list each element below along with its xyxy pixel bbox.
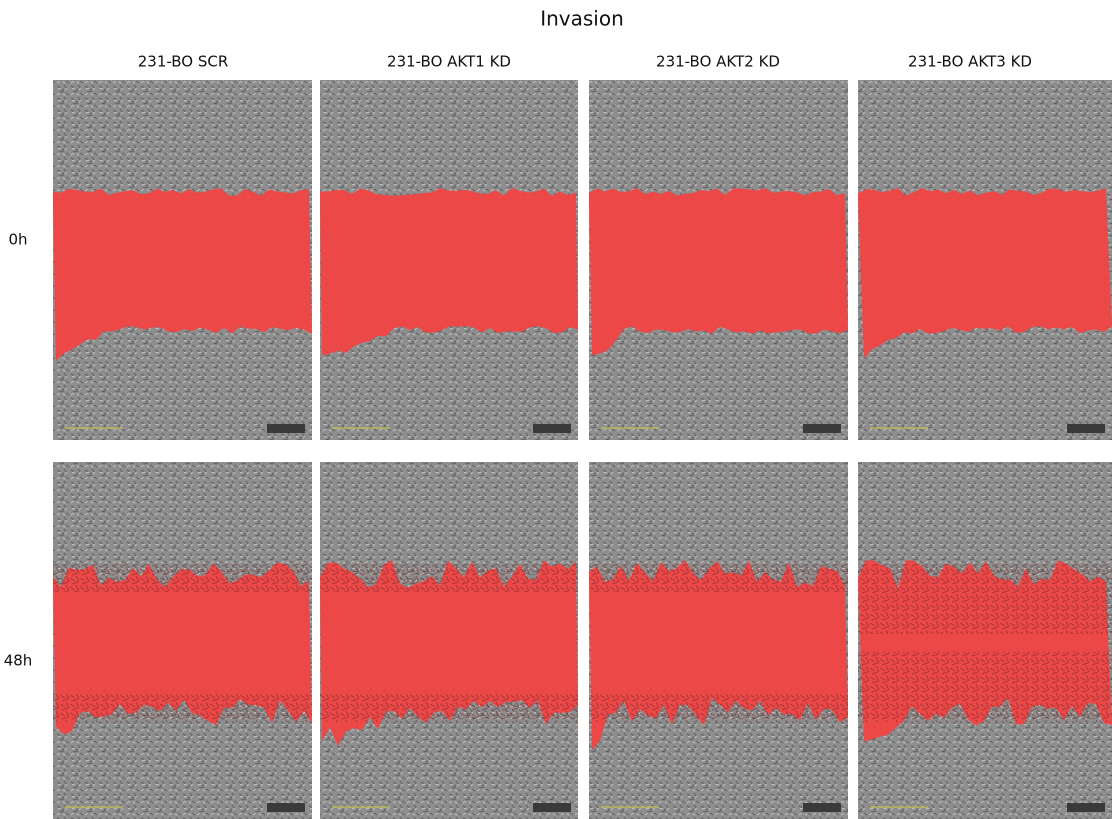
timestamp-box bbox=[267, 803, 305, 812]
cell-front bbox=[589, 564, 848, 592]
row-label: 0h bbox=[8, 231, 27, 249]
timestamp-box bbox=[267, 424, 305, 433]
cell-front bbox=[589, 694, 848, 722]
column-label: 231-BO AKT3 KD bbox=[908, 53, 1032, 71]
cell-front bbox=[320, 694, 578, 722]
cell-front bbox=[320, 564, 578, 592]
timestamp-box bbox=[1067, 803, 1105, 812]
timestamp-box bbox=[803, 803, 841, 812]
column-label: 231-BO AKT2 KD bbox=[656, 53, 780, 71]
panel-grid bbox=[53, 80, 1112, 819]
column-label: 231-BO SCR bbox=[138, 53, 229, 71]
timestamp-box bbox=[1067, 424, 1105, 433]
cell-front bbox=[858, 564, 1112, 634]
figure-title: Invasion bbox=[540, 7, 624, 31]
row-label: 48h bbox=[4, 652, 33, 670]
cell-front bbox=[858, 652, 1112, 722]
figure: Invasion 231-BO SCR 231-BO AKT1 KD 231-B… bbox=[0, 0, 1112, 819]
timestamp-box bbox=[533, 803, 571, 812]
column-label: 231-BO AKT1 KD bbox=[387, 53, 511, 71]
timestamp-box bbox=[803, 424, 841, 433]
cell-front bbox=[53, 694, 312, 722]
cell-front bbox=[53, 564, 312, 592]
timestamp-box bbox=[533, 424, 571, 433]
